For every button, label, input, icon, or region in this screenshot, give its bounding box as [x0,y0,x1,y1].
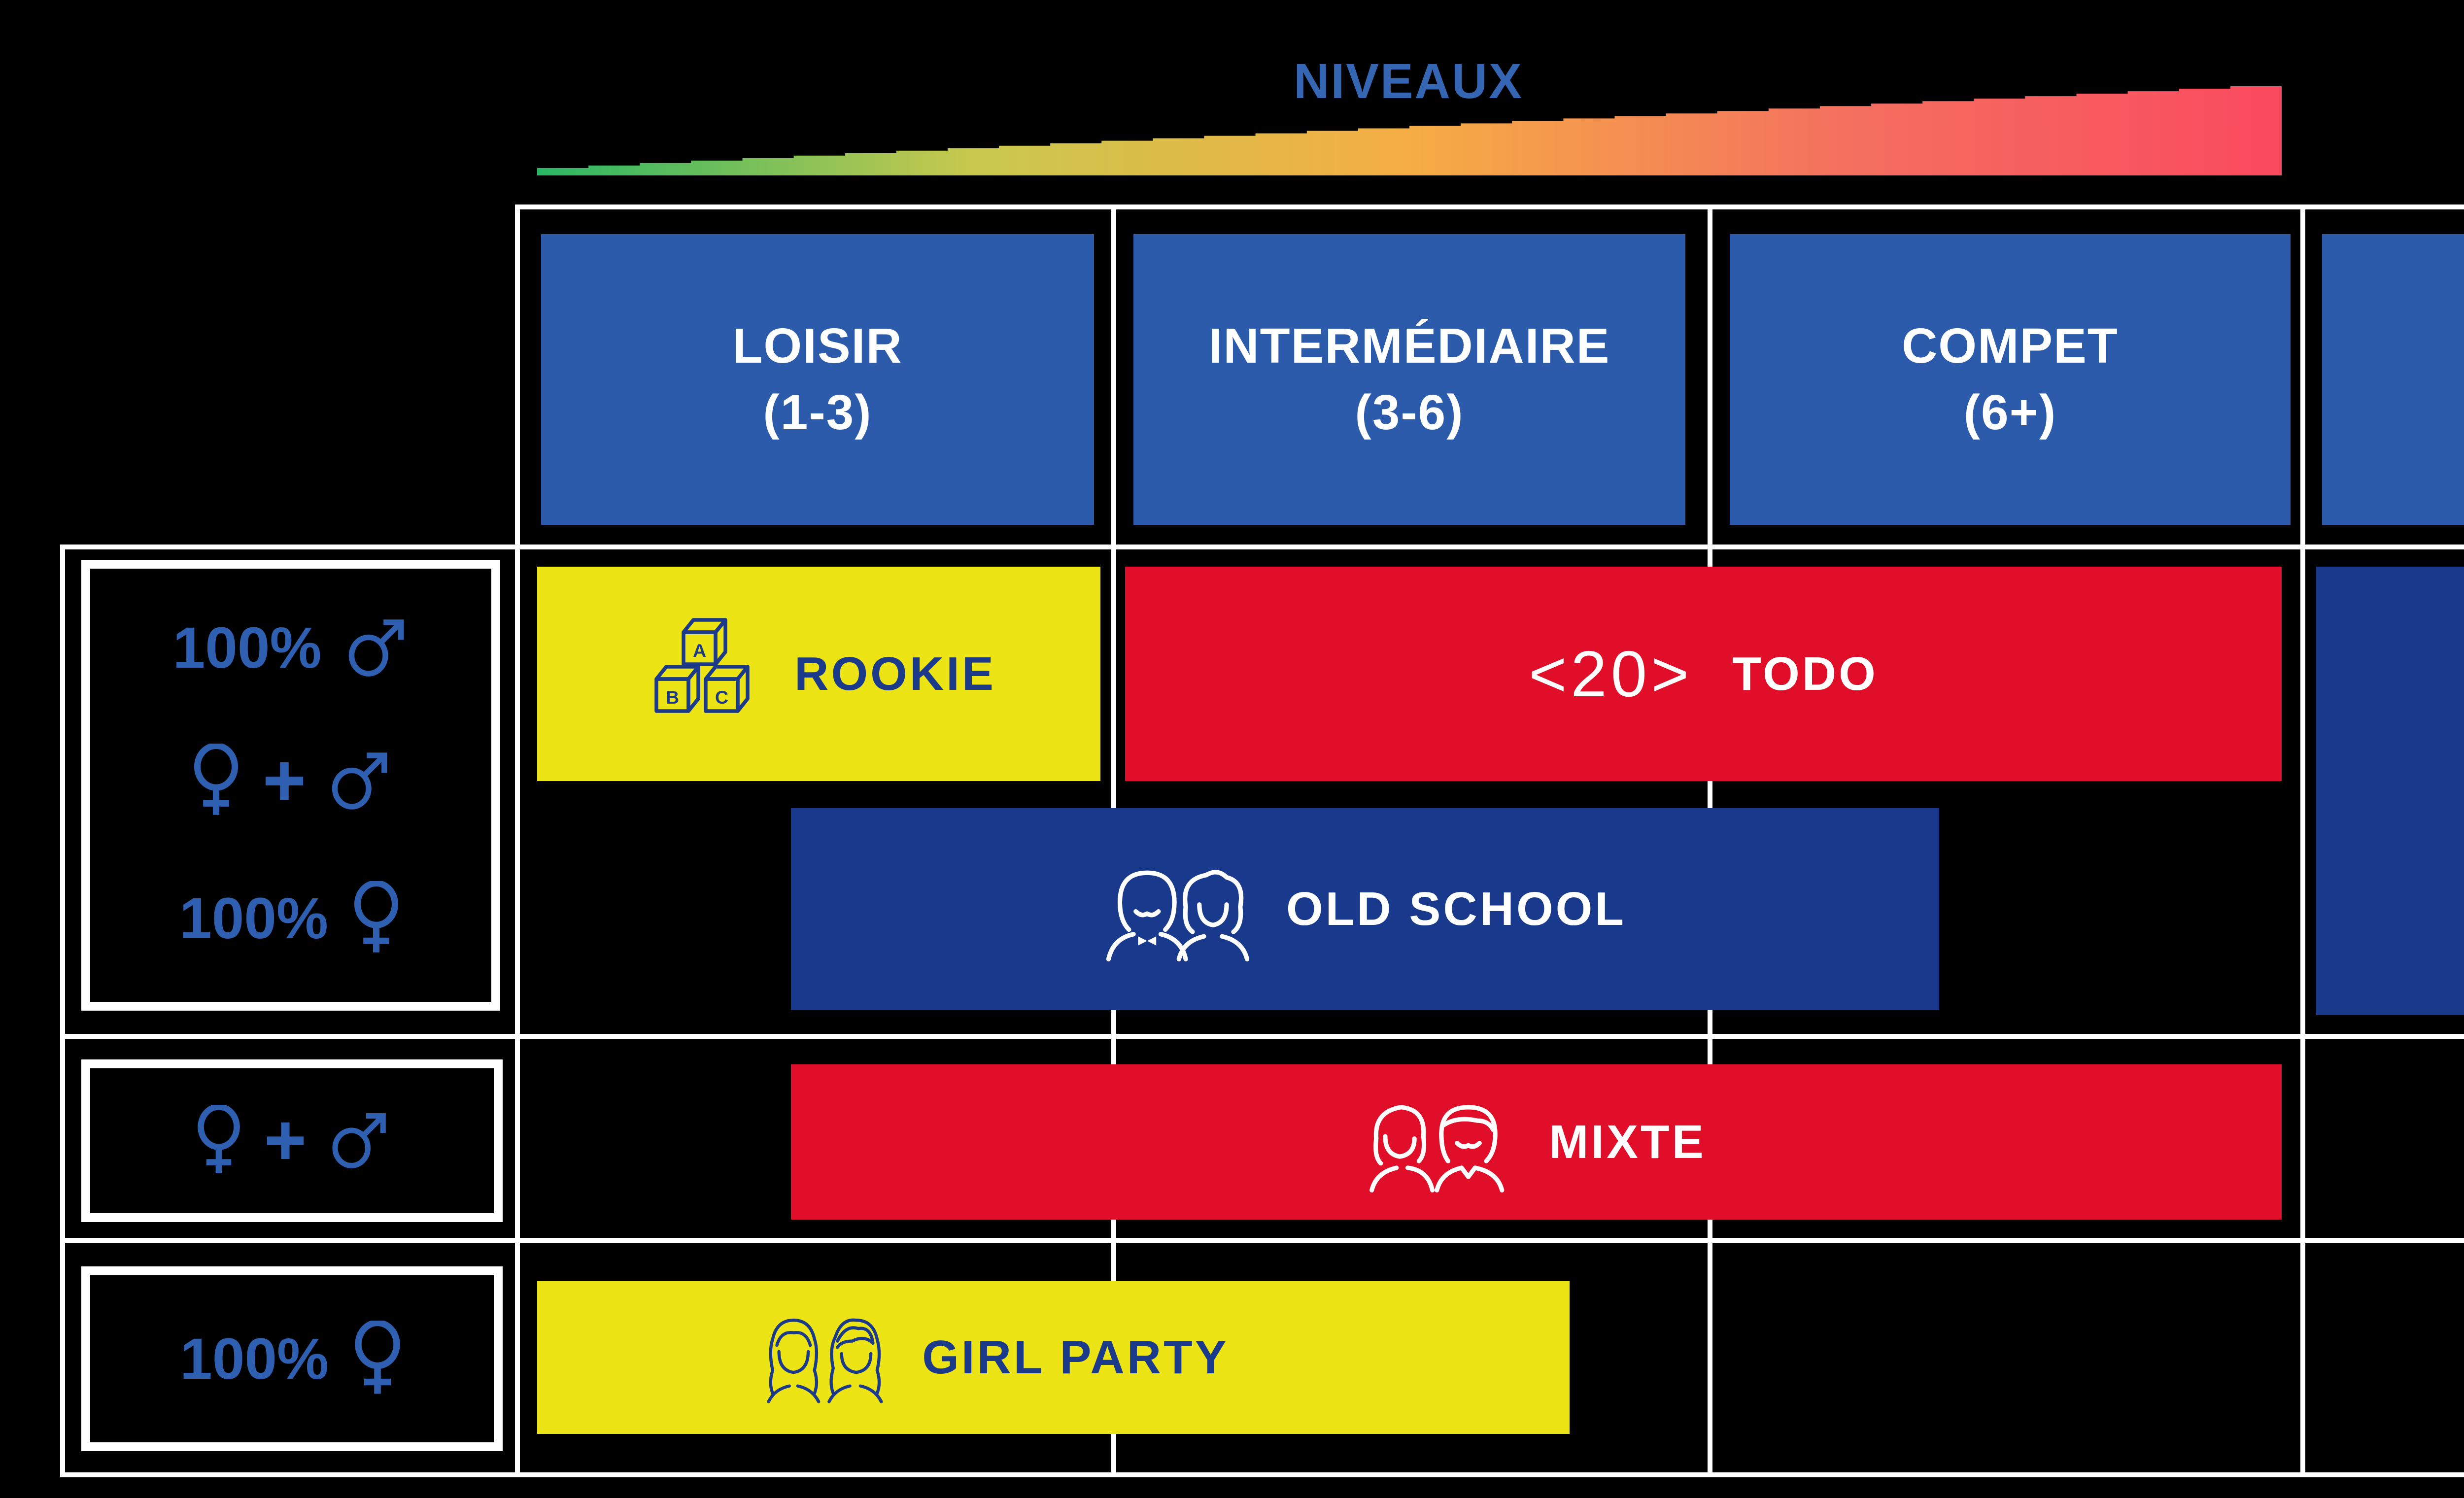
column-header-sublabel: (3-6) [1355,385,1464,440]
grid-hline-top [515,204,2464,209]
svg-text:B: B [666,687,679,708]
female-icon [355,1320,400,1394]
category-corpo: CORPO [2316,567,2464,1015]
category-label: ROOKIE [794,647,996,700]
category-old-school: OLD SCHOOL [791,808,1939,1010]
grid-hline-bottom [60,1472,2464,1477]
category-rookie: A B C ROOKIE [537,567,1100,781]
column-header-label: LOISIR [732,318,903,374]
column-header-label: INTERMÉDIAIRE [1208,318,1610,374]
grid-vline-labels-loisir [515,204,520,1477]
toy-blocks-icon: A B C [654,617,750,713]
category-label: GIRL PARTY [922,1331,1229,1384]
category-label: MIXTE [1549,1115,1706,1168]
female-icon [194,744,238,816]
levels-gradient-arrow [537,86,2282,175]
column-header-sublabel: (6+) [1963,385,2057,440]
female-icon [354,881,398,953]
row-label-100-male: 100% [173,614,409,681]
row-header-mixte [81,1059,503,1222]
category-girl-party: GIRL PARTY [537,1281,1570,1434]
category-label: OLD SCHOOL [1286,883,1626,935]
two-girls-icon [767,1318,883,1403]
row-label-100-female: 100% [180,1320,404,1397]
column-header-tous-niveaux: TOUS NIVEAUX [2322,234,2464,525]
column-header-label: COMPET [1902,318,2119,374]
woman-man-couple-icon [1369,1105,1505,1192]
percent-text: 100% [179,885,328,951]
male-icon [332,752,387,810]
age-limit-tag: <20> [1529,638,1693,710]
female-icon [197,1105,240,1173]
column-header-intermediaire: INTERMÉDIAIRE (3-6) [1133,234,1685,525]
svg-text:C: C [715,687,728,708]
column-header-compet: COMPET (6+) [1730,234,2291,525]
percent-text: 100% [180,1326,329,1392]
category-todo: <20> TODO [1125,567,2282,781]
plus-icon [267,1122,304,1159]
row-label-100-female: 100% [179,881,402,956]
column-header-sublabel: (1-3) [763,385,872,440]
column-header-loisir: LOISIR (1-3) [541,234,1094,525]
grid-vline-far-left [60,545,65,1477]
grid-hline-row2-row3 [60,1238,2464,1243]
grid-hline-row1-row2 [60,1034,2464,1039]
row-label-female-plus-male [190,744,392,818]
category-mixte: MIXTE [791,1064,2282,1220]
plus-icon [265,762,303,800]
page-title: NIVEAUX [1294,54,1523,109]
male-icon [349,619,404,677]
senior-couple-icon [1106,870,1250,961]
svg-text:A: A [693,640,706,661]
category-label: TODO [1732,647,1878,700]
male-icon [332,1113,386,1168]
row-header-hommes-et-femmes: 100% 100% [81,560,500,1011]
grid-hline-under-headers [60,545,2464,549]
row-label-female-plus-male [194,1105,390,1177]
grid-vline-compet-tous [2300,204,2305,1477]
row-header-femmes: 100% [81,1266,503,1451]
percent-text: 100% [172,615,322,681]
